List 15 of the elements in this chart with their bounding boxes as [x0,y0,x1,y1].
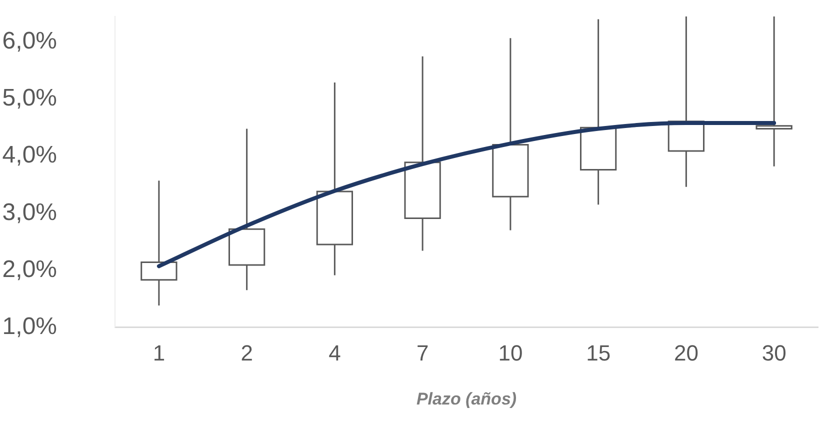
y-tick-label: 2,0% [2,256,57,283]
x-tick-label: 30 [762,340,786,366]
x-tick-label: 4 [328,340,341,366]
x-tick-label: 7 [416,340,429,366]
x-axis-title: Plazo (años) [416,389,517,408]
y-tick-label: 6,0% [2,28,57,55]
x-tick-label: 10 [498,340,523,366]
y-tick-label: 3,0% [2,198,57,226]
x-tick-label: 2 [240,340,253,366]
x-tick-label: 1 [152,340,166,366]
x-tick-label: 20 [674,340,698,366]
y-tick-label: 1,0% [2,312,57,340]
y-tick-label: 4,0% [2,142,57,169]
x-tick-label: 15 [586,340,611,366]
y-tick-label: 5,0% [2,84,57,112]
